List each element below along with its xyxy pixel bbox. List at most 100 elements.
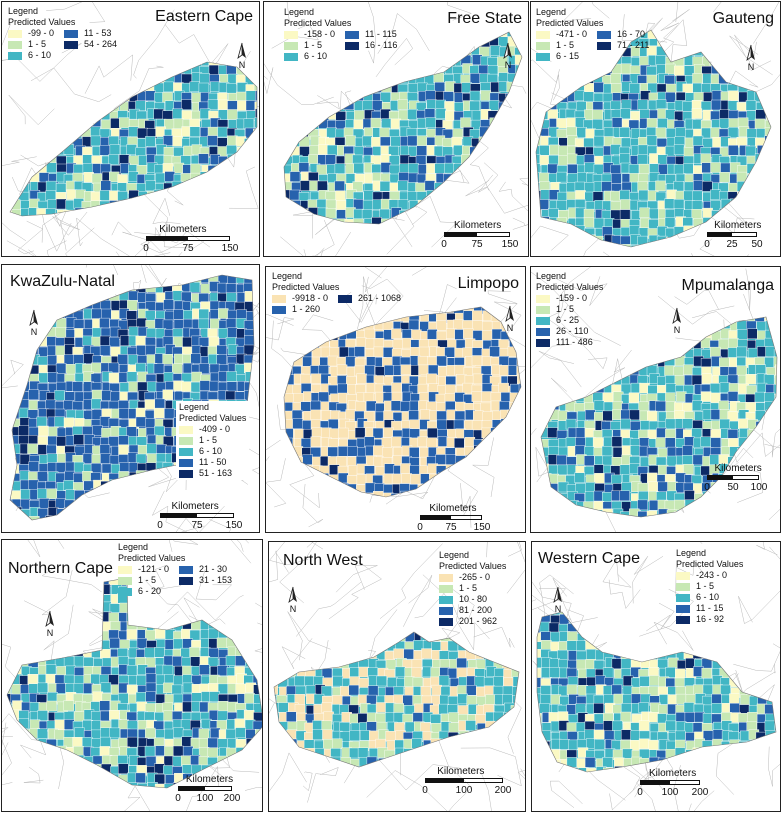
panel-title: KwaZulu-Natal xyxy=(10,273,115,290)
legend-title: Legend xyxy=(8,6,39,16)
legend-swatch xyxy=(284,52,298,61)
legend-title: Legend xyxy=(536,7,567,17)
panel-title: Northern Cape xyxy=(8,560,113,577)
legend-label: 81 - 200 xyxy=(459,605,493,615)
legend-item: 71 - 211 xyxy=(597,40,649,51)
scale-tick-label: 0 xyxy=(175,793,181,804)
legend-item: 81 - 200 xyxy=(439,605,506,616)
legend-title: Legend xyxy=(439,550,470,560)
svg-text:N: N xyxy=(507,323,514,333)
legend-label: 111 - 486 xyxy=(556,337,593,347)
north-arrow-icon: N xyxy=(26,309,42,337)
scale-title: Kilometers xyxy=(454,220,502,231)
legend-subtitle: Predicted Values xyxy=(272,282,340,292)
choropleth-map xyxy=(2,2,259,256)
scale-title: Kilometers xyxy=(437,766,485,777)
legend-label: 11 - 53 xyxy=(84,28,112,38)
north-arrow-icon: N xyxy=(500,42,516,70)
legend-item: -99 - 0 xyxy=(8,28,54,39)
legend-item: 11 - 53 xyxy=(64,28,117,39)
legend-swatch xyxy=(536,52,550,61)
legend-label: 10 - 80 xyxy=(459,594,488,604)
choropleth-map xyxy=(532,542,780,811)
scale-bar: Kilometers 0 100 200 xyxy=(636,768,708,802)
legend-label: 1 - 5 xyxy=(304,40,323,50)
scale-bar: Kilometers 0 50 100 xyxy=(703,463,767,493)
scale-title: Kilometers xyxy=(185,774,234,785)
legend-label: 11 - 15 xyxy=(696,603,724,613)
scale-title: Kilometers xyxy=(159,224,207,235)
scale-tick-label: 50 xyxy=(751,239,763,250)
svg-text:N: N xyxy=(748,62,755,72)
legend-swatch xyxy=(179,458,193,467)
legend-title: Legend xyxy=(536,271,567,281)
legend-swatch xyxy=(118,565,132,574)
legend-item: -265 - 0 xyxy=(439,572,506,583)
legend-item: 11 - 50 xyxy=(179,457,246,468)
legend-label: -243 - 0 xyxy=(696,570,728,580)
legend-label: -99 - 0 xyxy=(28,28,55,38)
legend-label: -158 - 0 xyxy=(304,29,336,39)
choropleth-map xyxy=(266,267,525,528)
scale-bar: Kilometers 0 75 150 xyxy=(142,224,238,254)
panel-title: Western Cape xyxy=(538,550,640,567)
legend-swatch xyxy=(284,41,298,50)
scale-bar-graphic xyxy=(425,778,503,783)
scale-bar-graphic xyxy=(707,232,757,237)
north-arrow-icon: N xyxy=(743,44,759,72)
scale-tick-label: 0 xyxy=(417,522,423,533)
scale-tick-label: 75 xyxy=(191,520,203,531)
legend-swatch xyxy=(536,305,550,314)
legend-swatch xyxy=(345,30,360,39)
legend-item: 1 - 5 xyxy=(676,581,743,592)
legend-label: 6 - 20 xyxy=(138,586,162,596)
panel-title: Eastern Cape xyxy=(155,8,253,25)
north-arrow-icon: N xyxy=(234,42,250,70)
legend-label: 26 - 110 xyxy=(556,326,589,336)
legend-label: 1 - 5 xyxy=(696,581,715,591)
legend-subtitle: Predicted Values xyxy=(118,553,186,563)
legend-item: 6 - 10 xyxy=(284,51,335,62)
legend-title: Legend xyxy=(272,271,303,281)
legend-item: 6 - 20 xyxy=(118,586,169,597)
legend-swatch xyxy=(64,40,79,49)
legend-item: 1 - 5 xyxy=(118,575,169,586)
legend-swatch xyxy=(118,587,132,596)
legend-item: 10 - 80 xyxy=(439,594,506,605)
legend-title: Legend xyxy=(179,402,210,412)
legend-item: 16 - 116 xyxy=(345,40,397,51)
legend-swatch xyxy=(439,595,453,604)
legend-label: 54 - 264 xyxy=(84,39,118,49)
legend-subtitle: Predicted Values xyxy=(536,18,604,28)
legend-item: -158 - 0 xyxy=(284,29,335,40)
legend-subtitle: Predicted Values xyxy=(676,559,744,569)
scale-tick-label: 100 xyxy=(455,785,473,796)
north-arrow-icon: N xyxy=(669,307,685,335)
legend-item: 16 - 92 xyxy=(676,614,743,625)
legend-label: 1 - 260 xyxy=(292,304,321,314)
scale-tick-label: 75 xyxy=(471,239,483,250)
map-panel-eastern-cape: Eastern Cape Legend Predicted Values -99 -… xyxy=(1,1,260,257)
scale-tick-label: 0 xyxy=(422,785,428,796)
legend-item: 1 - 5 xyxy=(536,304,603,315)
legend-item: 6 - 10 xyxy=(8,50,54,61)
legend-swatch xyxy=(179,436,193,445)
scale-tick-label: 75 xyxy=(182,243,194,254)
legend-label: 71 - 211 xyxy=(617,40,650,50)
scale-tick-label: 0 xyxy=(637,787,643,798)
scale-bar-graphic xyxy=(160,513,234,518)
legend-swatch xyxy=(536,30,550,39)
legend-item: 54 - 264 xyxy=(64,39,117,50)
legend-swatch xyxy=(536,327,550,336)
legend-label: -9918 - 0 xyxy=(292,293,329,303)
legend-item: 6 - 10 xyxy=(676,592,743,603)
scale-title: Kilometers xyxy=(648,768,697,779)
legend-item: 11 - 115 xyxy=(345,29,397,40)
legend-item: -471 - 0 xyxy=(536,29,587,40)
